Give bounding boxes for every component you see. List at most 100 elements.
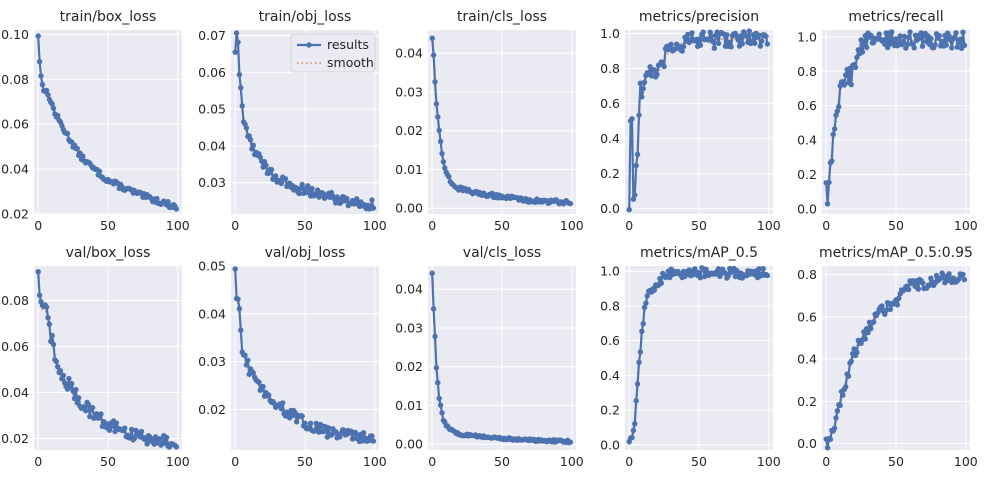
results-point xyxy=(232,266,238,272)
results-point xyxy=(639,328,645,335)
x-tick-label: 50 xyxy=(494,218,510,233)
results-point xyxy=(66,375,72,382)
results-point xyxy=(154,195,160,202)
results-point xyxy=(89,404,96,411)
results-point xyxy=(49,332,55,339)
x-tick-label: 0 xyxy=(625,454,633,469)
results-point xyxy=(634,381,641,387)
results-point xyxy=(309,185,315,192)
results-point xyxy=(657,275,663,282)
results-point xyxy=(641,304,648,311)
results-point xyxy=(435,380,441,386)
results-point xyxy=(727,39,733,46)
results-point xyxy=(905,34,912,41)
results-point xyxy=(658,280,664,286)
y-tick-label: 0.0 xyxy=(600,201,620,216)
chart-title: metrics/mAP_0.5:0.95 xyxy=(819,245,973,261)
chart-panel: 0 50 100 0.03 0.04 0.05 0.06 0.07 train/obj_loss… xyxy=(198,9,387,233)
y-tick-label: 0.02 xyxy=(1,207,29,222)
results-point xyxy=(905,286,912,293)
results-point xyxy=(85,401,92,408)
y-tick-label: 1.0 xyxy=(600,264,620,279)
results-point xyxy=(442,165,448,171)
results-point xyxy=(250,370,256,376)
x-tick-label: 100 xyxy=(560,218,584,233)
results-point xyxy=(939,38,945,45)
results-point xyxy=(685,31,691,38)
results-point xyxy=(55,364,61,370)
results-point xyxy=(640,321,646,327)
results-point xyxy=(831,425,838,431)
results-point xyxy=(439,410,445,416)
results-point xyxy=(236,306,243,312)
x-tick-label: 100 xyxy=(166,454,190,469)
x-tick-label: 50 xyxy=(691,454,707,469)
results-point xyxy=(862,336,868,342)
y-tick-label: 0.04 xyxy=(1,385,29,400)
y-tick-label: 0.6 xyxy=(600,96,620,111)
results-point xyxy=(696,36,702,42)
results-point xyxy=(728,44,734,50)
results-point xyxy=(567,200,574,207)
results-point xyxy=(830,131,836,138)
results-point xyxy=(366,437,372,444)
results-point xyxy=(696,270,702,276)
y-tick-label: 0.4 xyxy=(797,133,817,148)
chart-title: train/box_loss xyxy=(60,9,157,25)
chart-title: metrics/mAP_0.5 xyxy=(640,245,758,261)
results-point xyxy=(302,420,308,426)
results-point xyxy=(871,319,877,325)
y-tick-label: 0.04 xyxy=(198,138,226,153)
results-point xyxy=(96,168,103,174)
results-point xyxy=(76,395,82,401)
results-point xyxy=(49,101,55,107)
x-tick-label: 50 xyxy=(888,218,904,233)
results-point xyxy=(432,79,438,85)
results-point xyxy=(55,112,61,119)
chart-panel: 0 50 100 0.0 0.2 0.4 0.6 0.8metrics/mAP_0.5:0.9… xyxy=(797,245,978,469)
results-point xyxy=(840,392,846,398)
results-point xyxy=(50,105,57,112)
results-point xyxy=(138,428,145,435)
results-point xyxy=(232,49,238,55)
results-point xyxy=(887,306,894,312)
chart-panel: 0 50 100 0.02 0.04 0.06 0.08 val/box_loss xyxy=(1,245,190,469)
results-point xyxy=(369,433,375,439)
results-point xyxy=(73,386,79,393)
results-point xyxy=(738,33,744,39)
results-point xyxy=(307,420,314,426)
results-point xyxy=(660,59,666,65)
y-tick-label: 0.2 xyxy=(797,394,817,409)
results-point xyxy=(632,192,638,198)
results-point xyxy=(756,266,762,272)
results-point xyxy=(268,166,275,173)
results-point xyxy=(35,33,41,39)
results-point xyxy=(739,41,745,47)
legend-smooth-label: smooth xyxy=(327,55,374,70)
results-point xyxy=(280,400,286,406)
results-point xyxy=(109,423,115,429)
results-point xyxy=(370,205,377,211)
results-point xyxy=(759,38,765,44)
results-point xyxy=(360,430,367,436)
results-point xyxy=(848,358,854,364)
results-point xyxy=(235,39,241,45)
results-point xyxy=(45,315,51,321)
results-point xyxy=(80,153,86,159)
results-point xyxy=(824,445,831,451)
y-tick-label: 0.08 xyxy=(1,293,29,308)
results-point xyxy=(752,40,758,46)
results-point xyxy=(46,321,53,327)
results-point xyxy=(435,114,441,120)
results-point xyxy=(173,444,180,450)
results-point xyxy=(953,30,959,36)
results-point xyxy=(299,413,305,419)
results-point xyxy=(83,408,89,414)
results-point xyxy=(648,73,655,79)
y-tick-label: 0.4 xyxy=(797,352,817,367)
results-point xyxy=(708,33,715,39)
results-point xyxy=(757,43,764,49)
results-point xyxy=(341,427,347,433)
results-point xyxy=(837,402,843,409)
chart-panel: 0 50 100 0.0 0.2 0.4 0.6 0.8 1.0 metrics/mAP_0.5 xyxy=(600,245,781,469)
